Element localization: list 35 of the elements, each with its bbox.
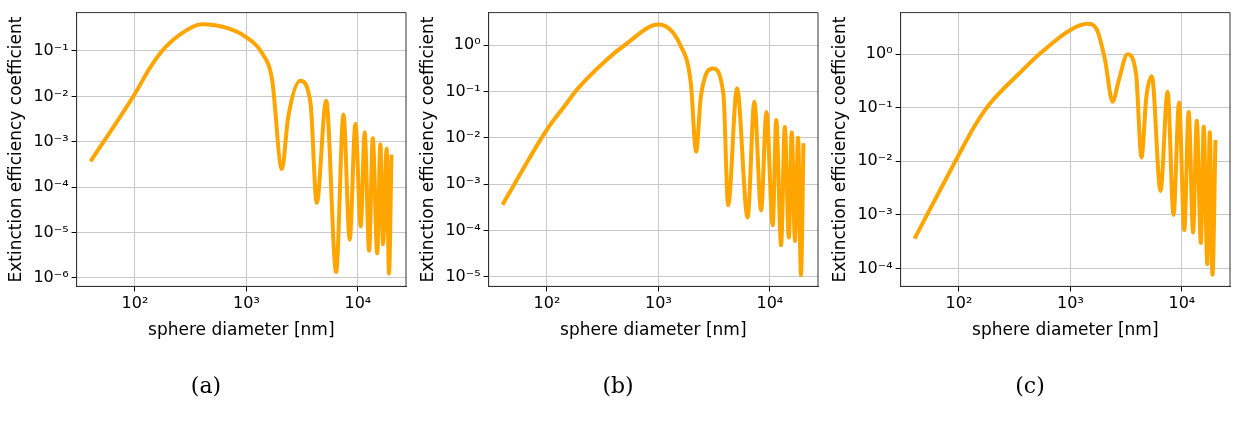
y-tick-label: 10⁻⁴ xyxy=(445,219,481,239)
y-axis-title: Extinction efficiency coefficient xyxy=(416,16,437,283)
y-tick-label: 10⁻² xyxy=(445,126,481,146)
y-tick-label: 10⁻² xyxy=(33,85,69,105)
text: (a) xyxy=(190,373,222,398)
y-tick-label: 10⁻¹ xyxy=(857,96,893,116)
y-tick-label: 10⁻⁴ xyxy=(857,257,893,277)
y-tick-label: 10⁻² xyxy=(857,150,893,170)
x-tick-label: 10³ xyxy=(1057,293,1084,313)
x-axis-title: sphere diameter [nm] xyxy=(560,319,747,340)
x-tick-label: 10³ xyxy=(645,293,672,313)
y-tick-label: 10⁻⁵ xyxy=(33,221,69,241)
x-tick-label: 10⁴ xyxy=(344,293,372,313)
y-tick-label: 10⁰ xyxy=(453,34,481,54)
x-tick-label: 10³ xyxy=(233,293,260,313)
y-tick-label: 10⁻³ xyxy=(445,173,481,193)
y-tick-label: 10⁻⁵ xyxy=(445,265,481,285)
x-tick-label: 10² xyxy=(533,293,561,313)
x-tick-label: 10⁴ xyxy=(756,293,784,313)
x-axis-title: sphere diameter [nm] xyxy=(148,319,335,340)
text: (b) xyxy=(602,373,634,398)
x-tick-label: 10² xyxy=(945,293,973,313)
y-tick-label: 10⁻¹ xyxy=(445,80,481,100)
text: (c) xyxy=(1015,373,1045,398)
y-tick-label: 10⁻³ xyxy=(857,203,893,223)
y-axis-title: Extinction efficiency coefficient xyxy=(828,16,849,283)
y-tick-label: 10⁻¹ xyxy=(33,40,69,60)
y-tick-label: 10⁰ xyxy=(865,43,893,63)
y-tick-label: 10⁻³ xyxy=(33,130,69,150)
x-axis-title: sphere diameter [nm] xyxy=(972,319,1159,340)
y-tick-label: 10⁻⁴ xyxy=(33,176,69,196)
y-axis-title: Extinction efficiency coefficient xyxy=(4,16,25,283)
y-tick-label: 10⁻⁶ xyxy=(33,267,69,287)
x-tick-label: 10² xyxy=(121,293,149,313)
x-tick-label: 10⁴ xyxy=(1168,293,1196,313)
